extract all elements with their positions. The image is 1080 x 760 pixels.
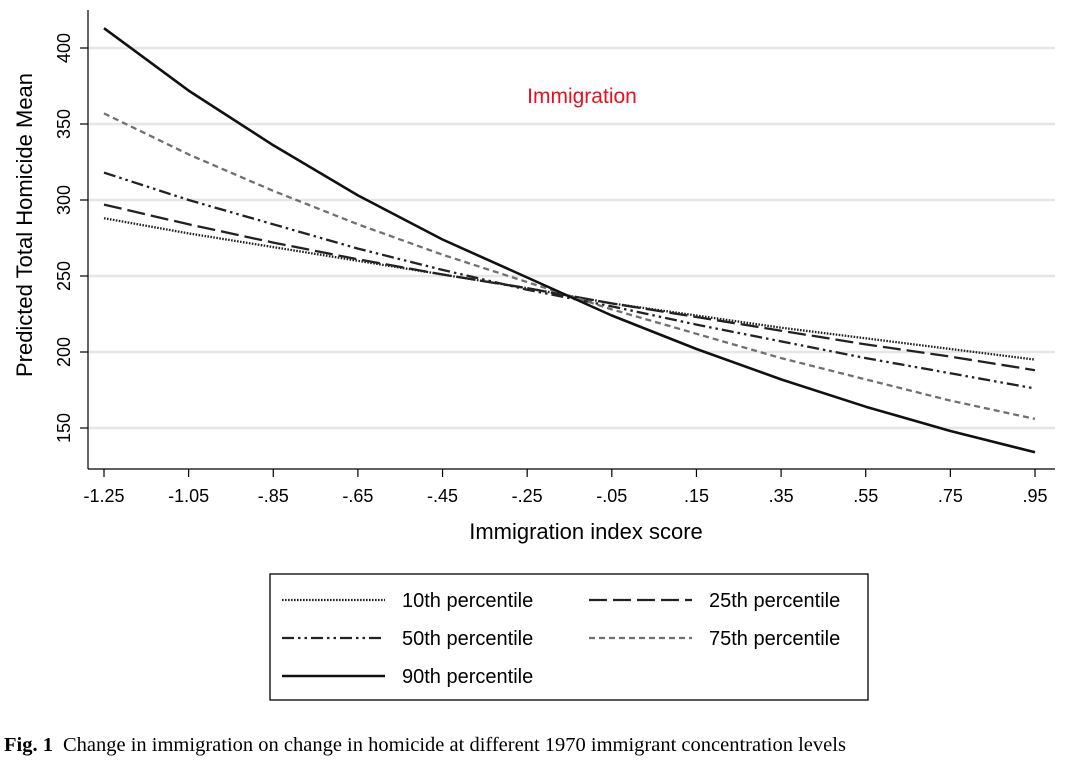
x-tick-label: .75 bbox=[938, 486, 963, 506]
chart: 150 200 250 300 350 400 -1.25 -1.05 -.85 -.65 -.4… bbox=[12, 10, 1055, 701]
y-ticks: 150 200 250 300 350 400 bbox=[54, 33, 88, 443]
legend-label: 50th percentile bbox=[402, 628, 533, 650]
series-line-90th-percentile bbox=[103, 27, 1036, 454]
x-tick-label: -.85 bbox=[258, 486, 289, 506]
figure-label: Fig. 1 bbox=[4, 734, 53, 756]
legend-items: 10th percentile 25th percentile 50th perce… bbox=[282, 590, 840, 688]
x-axis-title: Immigration index score bbox=[469, 519, 703, 544]
x-tick-label: .55 bbox=[853, 486, 878, 506]
legend: 10th percentile 25th percentile 50th perce… bbox=[269, 573, 869, 701]
series-lines bbox=[103, 27, 1036, 454]
legend-label: 90th percentile bbox=[402, 666, 533, 688]
x-tick-label: -.05 bbox=[596, 486, 627, 506]
series-line-75th-percentile bbox=[103, 112, 1036, 421]
y-tick-label: 350 bbox=[54, 109, 74, 139]
x-tick-label: -1.25 bbox=[83, 486, 124, 506]
x-tick-label: -1.05 bbox=[168, 486, 209, 506]
y-axis-title: Predicted Total Homicide Mean bbox=[12, 73, 37, 377]
x-tick-label: .95 bbox=[1022, 486, 1047, 506]
figure-caption-text: Change in immigration on change in homic… bbox=[62, 734, 846, 756]
figure-caption: Fig. 1 Change in immigration on change in… bbox=[4, 734, 1080, 757]
x-tick-label: .35 bbox=[769, 486, 794, 506]
x-tick-label: -.45 bbox=[427, 486, 458, 506]
x-tick-label: -.25 bbox=[512, 486, 543, 506]
legend-label: 75th percentile bbox=[709, 628, 840, 650]
axes bbox=[87, 10, 1055, 470]
y-tick-label: 300 bbox=[54, 185, 74, 215]
x-tick-label: .15 bbox=[684, 486, 709, 506]
series-line-10th-percentile bbox=[103, 217, 1036, 361]
y-tick-label: 200 bbox=[54, 337, 74, 367]
annotation-label: Immigration bbox=[527, 85, 637, 108]
x-tick-label: -.65 bbox=[342, 486, 373, 506]
legend-label: 10th percentile bbox=[402, 590, 533, 612]
series-line-50th-percentile bbox=[103, 171, 1036, 390]
x-ticks: -1.25 -1.05 -.85 -.65 -.45 -.25 -.05 .15 .35 .55.… bbox=[83, 469, 1048, 506]
y-tick-label: 150 bbox=[54, 413, 74, 443]
legend-label: 25th percentile bbox=[709, 590, 840, 612]
gridlines bbox=[88, 46, 1055, 430]
y-tick-label: 400 bbox=[54, 33, 74, 63]
series-line-25th-percentile bbox=[103, 203, 1036, 372]
y-tick-label: 250 bbox=[54, 261, 74, 291]
